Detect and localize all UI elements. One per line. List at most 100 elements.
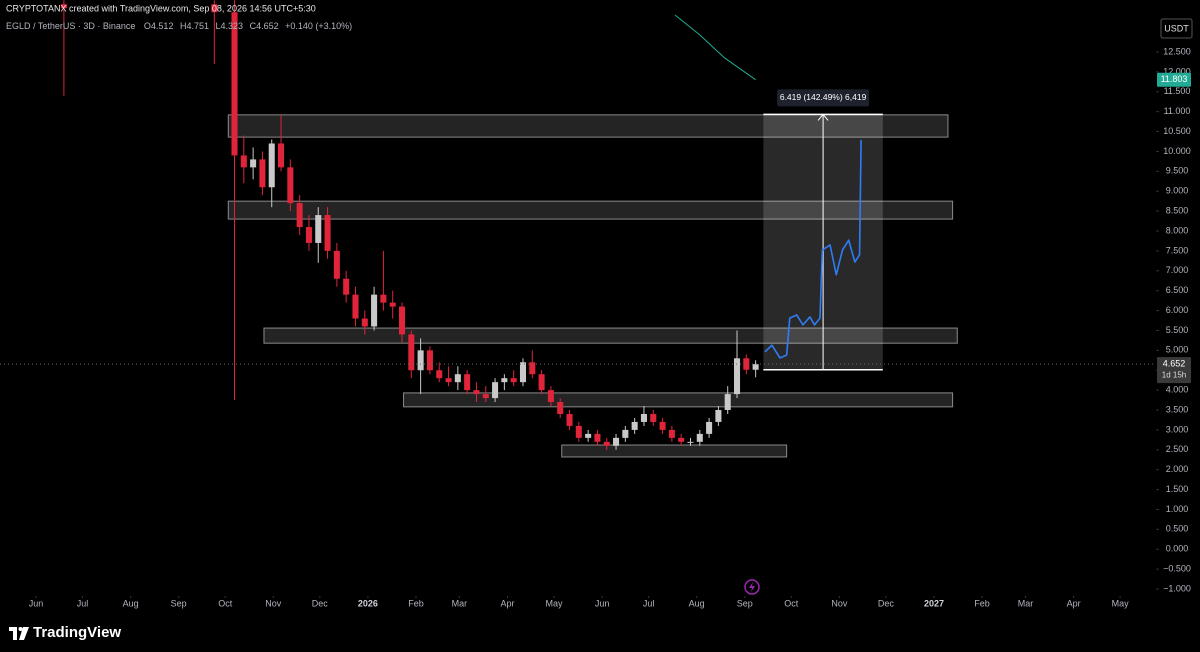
- candle-body: [706, 421, 713, 434]
- candle-body: [417, 350, 424, 371]
- currency-box[interactable]: [1160, 18, 1193, 39]
- x-tick-label: Oct: [218, 598, 233, 608]
- candle-body: [371, 294, 378, 327]
- candle-body: [445, 378, 452, 383]
- candle-body: [315, 215, 322, 243]
- ohlc-value: 4.652: [256, 21, 279, 31]
- candle-body: [547, 390, 554, 403]
- y-tick-label: 9.000: [1166, 186, 1189, 196]
- candle-body: [305, 227, 312, 243]
- candle-body: [640, 413, 647, 422]
- candle-body: [473, 390, 480, 395]
- last-price: 4.652: [1163, 359, 1186, 369]
- y-tick-label: 12.000: [1163, 66, 1191, 76]
- candle-body: [278, 143, 285, 168]
- candle-body: [211, 4, 218, 13]
- projection-path: [764, 139, 862, 359]
- x-tick-label: Jun: [595, 598, 610, 608]
- y-tick-label: 10.000: [1163, 146, 1191, 156]
- measure-label-box: [777, 89, 870, 107]
- x-tick-label: Nov: [831, 598, 848, 608]
- axes: 12.500 12.000 11.500 11.000 10.500 10.000 9.50…: [29, 46, 1191, 608]
- y-tick-label: −1.000: [1163, 583, 1191, 593]
- event-icon[interactable]: [744, 579, 760, 595]
- zone: [227, 114, 949, 138]
- candle-body: [613, 437, 620, 446]
- countdown: 1d 15h: [1162, 370, 1186, 379]
- candle-body: [380, 294, 387, 303]
- change: +0.140 (+3.10%): [285, 21, 352, 31]
- zone: [403, 392, 954, 408]
- candle-body: [398, 306, 406, 335]
- x-tick-label: Apr: [1067, 598, 1081, 608]
- y-tick-label: 0.500: [1166, 524, 1189, 534]
- x-tick-label: Mar: [1018, 598, 1034, 608]
- x-tick-label: Dec: [878, 598, 895, 608]
- legend: EGLD / TetherUS · 3D · Binance O4.512 H4…: [6, 21, 352, 31]
- ohlc-label: L: [216, 21, 221, 31]
- zone: [227, 200, 954, 220]
- candle-body: [631, 421, 638, 430]
- candle-body: [603, 441, 610, 446]
- candle-body: [324, 215, 331, 251]
- candle-body: [538, 374, 545, 391]
- candle-body: [650, 413, 657, 422]
- candle-body: [333, 250, 340, 279]
- ohlc-label: C: [250, 21, 257, 31]
- x-tick-label: Jul: [77, 598, 89, 608]
- y-tick-label: 4.000: [1166, 384, 1189, 394]
- measure-label: 6.419 (142.49%) 6,419: [780, 92, 867, 102]
- candle-body: [733, 358, 741, 395]
- watermark: CRYPTOTANX created with TradingView.com,…: [6, 3, 316, 13]
- x-tick-label: Aug: [689, 598, 705, 608]
- ohlc-label: O: [144, 21, 151, 31]
- x-tick-label: Jul: [643, 598, 655, 608]
- y-tick-label: 2.000: [1166, 464, 1189, 474]
- candle-body: [585, 433, 592, 438]
- candle-body: [557, 402, 564, 414]
- candle-body: [231, 12, 238, 156]
- candle-body: [361, 318, 368, 327]
- candle-body: [752, 364, 759, 370]
- candle-body: [724, 394, 731, 411]
- currency[interactable]: USDT: [1164, 23, 1189, 33]
- candle-body: [240, 155, 247, 168]
- x-tick-label: 2027: [924, 598, 944, 608]
- candle-body: [696, 433, 703, 442]
- candle-body: [668, 429, 675, 438]
- y-tick-label: 10.500: [1163, 126, 1191, 136]
- x-tick-label: Jun: [29, 598, 44, 608]
- x-tick-label: Mar: [452, 598, 468, 608]
- x-tick-label: May: [545, 598, 563, 608]
- y-tick-label: 3.000: [1166, 424, 1189, 434]
- candle-body: [482, 394, 489, 399]
- y-tick-label: 7.000: [1166, 265, 1189, 275]
- y-tick-label: 5.000: [1166, 345, 1189, 355]
- y-tick-label: 1.000: [1166, 504, 1189, 514]
- candle-body: [464, 374, 471, 391]
- y-tick-label: 8.500: [1166, 205, 1189, 215]
- logo-mark: [9, 627, 17, 640]
- symbol: EGLD / TetherUS · 3D · Binance: [6, 21, 135, 31]
- y-tick-label: 6.500: [1166, 285, 1189, 295]
- candle-body: [575, 425, 582, 438]
- y-tick-label: 7.500: [1166, 245, 1189, 255]
- y-tick-label: 11.500: [1164, 86, 1191, 96]
- candle-body: [250, 159, 257, 168]
- x-tick-label: Sep: [737, 598, 753, 608]
- zone: [561, 444, 788, 458]
- x-tick-label: Feb: [408, 598, 424, 608]
- candle-body: [454, 374, 461, 383]
- y-tick-label: 3.500: [1166, 404, 1189, 414]
- candle-body: [287, 167, 294, 204]
- price-axis: [1156, 0, 1200, 596]
- y-tick-label: −0.500: [1163, 564, 1191, 574]
- candle-body: [296, 203, 303, 228]
- candle-body: [60, 4, 67, 9]
- logo-mark: [18, 627, 23, 631]
- x-tick-label: Apr: [500, 598, 514, 608]
- candle-body: [510, 378, 517, 383]
- logo-mark: [19, 627, 29, 640]
- ohlc-value: 4.512: [151, 21, 174, 31]
- ohlc-value: 4.323: [221, 21, 244, 31]
